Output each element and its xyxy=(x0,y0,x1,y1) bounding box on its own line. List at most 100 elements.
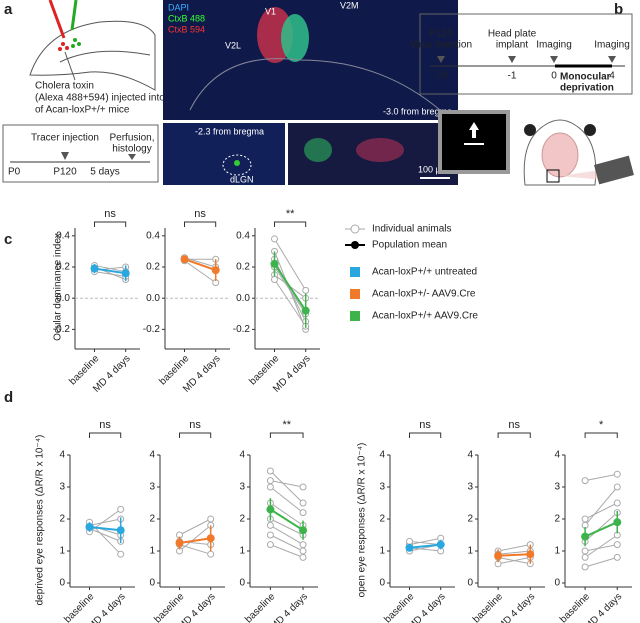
mean-line xyxy=(269,508,304,532)
mean-line xyxy=(584,521,618,538)
significance-label: ns xyxy=(508,419,520,431)
legend-swatch xyxy=(350,289,360,299)
y-tick-label: 4 xyxy=(379,450,385,461)
individual-line xyxy=(184,260,216,284)
significance-label: ns xyxy=(99,419,111,431)
individual-line xyxy=(94,264,126,273)
panel-label: c xyxy=(4,231,12,248)
y-tick-label: 3 xyxy=(379,482,385,493)
individual-line xyxy=(270,470,304,504)
mean-line xyxy=(273,263,307,312)
mean-point xyxy=(299,526,308,535)
injection-text: Cholera toxin xyxy=(35,81,94,92)
individual-line xyxy=(184,257,216,268)
y-axis-label: deprived eye responses (ΔR/R x 10⁻⁴) xyxy=(35,435,46,606)
y-tick-label: 0.4 xyxy=(236,230,250,241)
y-tick-label: -0.2 xyxy=(53,324,71,335)
individual-line xyxy=(270,534,304,552)
individual-point xyxy=(266,477,274,485)
y-tick-label: 4 xyxy=(554,450,560,461)
legend-label: Acan-loxP+/+ AAV9.Cre xyxy=(372,311,478,322)
mean-point xyxy=(301,306,310,315)
individual-line xyxy=(270,502,304,526)
mean-point xyxy=(211,266,220,275)
timeline-text: P120 xyxy=(53,167,77,178)
individual-line xyxy=(409,547,441,552)
timeline-text: histology xyxy=(112,144,151,155)
legend-swatch xyxy=(350,311,360,321)
timeline-text: Perfusion, xyxy=(109,133,154,144)
y-tick-label: 0 xyxy=(149,578,155,589)
individual-point xyxy=(271,235,278,243)
legend-label: Individual animals xyxy=(372,224,452,235)
scale-label: 100 µm xyxy=(418,164,448,174)
mean-line xyxy=(179,537,211,544)
individual-point xyxy=(299,547,307,555)
individual-line xyxy=(409,540,441,546)
timeline-day: 0 xyxy=(551,71,557,82)
y-tick-label: 2 xyxy=(239,514,245,525)
timeline-marker xyxy=(61,152,136,160)
panel-label: a xyxy=(4,1,13,18)
area-label: V1 xyxy=(265,6,276,16)
individual-point xyxy=(613,541,621,549)
timeline-text: Head plate xyxy=(488,29,537,40)
individual-point xyxy=(207,515,215,523)
y-tick-label: 1 xyxy=(379,546,385,557)
x-tick-label: baseline xyxy=(243,591,277,623)
individual-point xyxy=(117,550,125,558)
individual-line xyxy=(274,238,307,291)
mouse-setup xyxy=(438,110,634,186)
individual-line xyxy=(274,279,307,327)
individual-point xyxy=(299,553,307,561)
individual-line xyxy=(270,524,304,546)
x-tick-label: MD 4 days xyxy=(268,591,310,623)
significance-label: ** xyxy=(286,208,295,220)
md-label: deprivation xyxy=(560,83,614,94)
individual-line xyxy=(89,518,121,526)
timeline-day: -1 xyxy=(508,71,517,82)
timeline-text: P0 xyxy=(8,167,21,178)
timeline-day: -70 xyxy=(434,71,449,82)
y-tick-label: -0.2 xyxy=(233,324,251,335)
y-tick-label: 3 xyxy=(554,482,560,493)
y-axis-label: open eye responses (ΔR/R x 10⁻⁴) xyxy=(357,443,368,598)
mean-point xyxy=(90,264,99,273)
legend-label: Population mean xyxy=(372,240,447,251)
individual-line xyxy=(179,544,211,555)
timeline-text: 5 days xyxy=(90,167,119,178)
individual-point xyxy=(581,515,589,523)
x-tick-label: baseline xyxy=(558,591,592,623)
individual-point xyxy=(117,505,125,513)
y-tick-label: 1 xyxy=(149,546,155,557)
y-tick-label: 2 xyxy=(554,514,560,525)
mean-point xyxy=(206,534,215,543)
brain-diagram xyxy=(29,0,156,91)
y-tick-label: 0 xyxy=(59,578,65,589)
significance-bracket xyxy=(179,432,212,438)
individual-line xyxy=(498,550,531,555)
y-tick-label: 0.2 xyxy=(56,262,70,273)
timeline-box xyxy=(419,13,633,95)
significance-bracket xyxy=(274,221,307,227)
y-tick-label: 0.4 xyxy=(56,230,70,241)
mean-point xyxy=(121,269,130,278)
significance-label: ** xyxy=(282,419,291,431)
section-label: -3.0 from bregma xyxy=(383,106,452,116)
individual-line xyxy=(270,486,304,513)
channel-label: CtxB 594 xyxy=(168,24,205,34)
timeline-text: Virus injection xyxy=(410,40,472,51)
individual-point xyxy=(581,547,589,555)
significance-bracket xyxy=(269,432,304,438)
y-tick-label: 0.2 xyxy=(236,262,250,273)
panel-label: b xyxy=(614,1,623,18)
timeline-marker xyxy=(437,56,616,63)
y-tick-label: -0.2 xyxy=(143,324,161,335)
individual-point xyxy=(581,477,589,485)
y-tick-label: 3 xyxy=(467,482,473,493)
mean-line xyxy=(184,258,217,272)
individual-point xyxy=(613,470,621,478)
individual-point xyxy=(266,467,274,475)
mean-point xyxy=(526,550,535,559)
